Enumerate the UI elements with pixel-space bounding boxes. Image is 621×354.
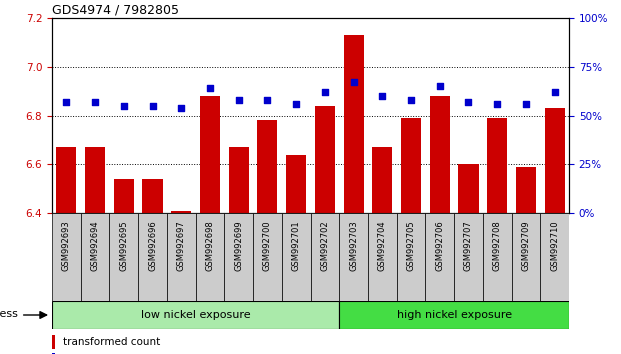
Point <box>176 105 186 110</box>
Bar <box>142 179 163 213</box>
FancyBboxPatch shape <box>483 213 512 301</box>
Text: GSM992699: GSM992699 <box>234 220 243 271</box>
Text: GSM992695: GSM992695 <box>119 220 129 271</box>
Point <box>61 99 71 105</box>
Point <box>291 101 301 107</box>
FancyBboxPatch shape <box>512 213 540 301</box>
Bar <box>257 120 278 213</box>
Text: GSM992702: GSM992702 <box>320 220 329 271</box>
Bar <box>545 108 564 213</box>
Text: low nickel exposure: low nickel exposure <box>141 310 250 320</box>
FancyBboxPatch shape <box>540 213 569 301</box>
FancyBboxPatch shape <box>81 213 109 301</box>
Point <box>463 99 473 105</box>
Bar <box>372 147 392 213</box>
Bar <box>85 147 105 213</box>
Text: high nickel exposure: high nickel exposure <box>397 310 512 320</box>
FancyBboxPatch shape <box>167 213 196 301</box>
Text: GSM992706: GSM992706 <box>435 220 444 271</box>
FancyBboxPatch shape <box>310 213 339 301</box>
Text: GSM992705: GSM992705 <box>407 220 415 271</box>
Bar <box>52 301 339 329</box>
Bar <box>229 147 249 213</box>
Text: GSM992698: GSM992698 <box>206 220 214 271</box>
Bar <box>430 96 450 213</box>
Point <box>119 103 129 109</box>
FancyBboxPatch shape <box>109 213 138 301</box>
Bar <box>315 106 335 213</box>
FancyBboxPatch shape <box>196 213 224 301</box>
Bar <box>171 211 191 213</box>
FancyBboxPatch shape <box>425 213 454 301</box>
Bar <box>52 353 55 354</box>
Bar <box>343 35 364 213</box>
Text: GSM992694: GSM992694 <box>91 220 99 271</box>
Point <box>205 85 215 91</box>
Text: GSM992701: GSM992701 <box>292 220 301 271</box>
Point <box>521 101 531 107</box>
Bar <box>516 167 536 213</box>
Text: GSM992703: GSM992703 <box>349 220 358 271</box>
Bar <box>57 147 76 213</box>
Bar <box>200 96 220 213</box>
Text: stress: stress <box>0 309 18 319</box>
Bar <box>339 301 569 329</box>
Bar <box>487 118 507 213</box>
Text: GSM992696: GSM992696 <box>148 220 157 271</box>
Bar <box>52 335 55 349</box>
Point <box>148 103 158 109</box>
FancyBboxPatch shape <box>397 213 425 301</box>
Text: GSM992704: GSM992704 <box>378 220 387 271</box>
FancyBboxPatch shape <box>282 213 310 301</box>
FancyBboxPatch shape <box>454 213 483 301</box>
Text: GSM992697: GSM992697 <box>177 220 186 271</box>
Text: transformed count: transformed count <box>63 337 160 347</box>
Point <box>233 97 243 103</box>
FancyBboxPatch shape <box>339 213 368 301</box>
Point <box>263 97 273 103</box>
Bar <box>458 164 479 213</box>
FancyBboxPatch shape <box>253 213 282 301</box>
Bar <box>286 154 306 213</box>
FancyBboxPatch shape <box>138 213 167 301</box>
FancyBboxPatch shape <box>368 213 397 301</box>
Point <box>90 99 100 105</box>
Text: GDS4974 / 7982805: GDS4974 / 7982805 <box>52 4 179 17</box>
Point <box>320 89 330 95</box>
Point <box>550 89 560 95</box>
Point <box>492 101 502 107</box>
FancyBboxPatch shape <box>224 213 253 301</box>
Text: GSM992707: GSM992707 <box>464 220 473 271</box>
Point <box>378 93 388 99</box>
Text: GSM992709: GSM992709 <box>522 220 530 271</box>
FancyBboxPatch shape <box>52 213 81 301</box>
Point <box>435 84 445 89</box>
Bar <box>401 118 421 213</box>
Text: GSM992710: GSM992710 <box>550 220 559 271</box>
Text: GSM992700: GSM992700 <box>263 220 272 271</box>
Point <box>406 97 416 103</box>
Text: GSM992693: GSM992693 <box>62 220 71 271</box>
Point <box>348 80 358 85</box>
Text: GSM992708: GSM992708 <box>492 220 502 271</box>
Bar <box>114 179 134 213</box>
